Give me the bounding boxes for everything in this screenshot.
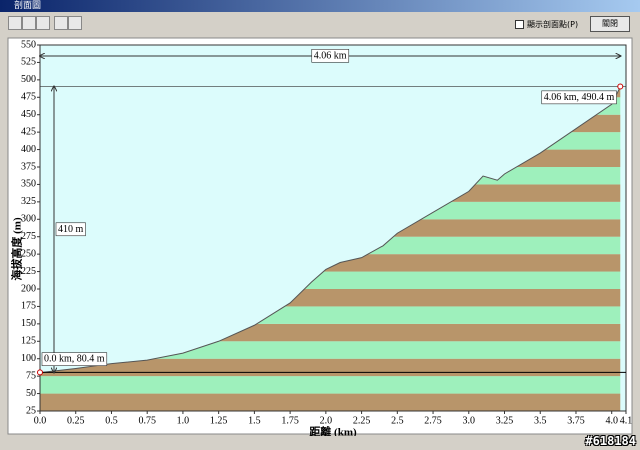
x-tick-label: 2.5 [391, 415, 404, 426]
tool-button[interactable] [36, 16, 50, 30]
y-tick-label: 325 [21, 196, 36, 207]
x-tick-label: 0.5 [105, 415, 118, 426]
x-tick-label: 2.0 [320, 415, 333, 426]
y-axis-label: 海拔高度 (m) [10, 217, 24, 281]
y-tick-label: 525 [21, 57, 36, 68]
y-tick-label: 450 [21, 109, 36, 120]
y-tick-label: 150 [21, 318, 36, 329]
y-tick-label: 250 [21, 248, 36, 259]
y-tick-label: 225 [21, 266, 36, 277]
x-tick-label: 1.25 [210, 415, 228, 426]
y-tick-label: 100 [21, 353, 36, 364]
elevation-band [40, 358, 621, 377]
title-bar: 剖面圖 [0, 0, 640, 12]
chart: 海拔高度 (m) 距離 (km) 25 50 75 100 125 150 175 200 22… [7, 37, 633, 436]
x-axis-label: 距離 (km) [309, 425, 357, 436]
y-tick-label: 400 [21, 144, 36, 155]
x-tick-label: 2.25 [353, 415, 371, 426]
distance-label: 4.06 km [314, 50, 347, 61]
x-tick-label: 3.25 [496, 415, 514, 426]
y-tick-label: 200 [21, 283, 36, 294]
y-tick-label: 75 [26, 370, 36, 381]
zoom-out-button[interactable] [68, 16, 82, 30]
tool-button[interactable] [8, 16, 22, 30]
y-tick-label: 50 [26, 388, 36, 399]
y-tick-label: 300 [21, 214, 36, 225]
elevation-band [40, 376, 621, 394]
tool-button[interactable] [22, 16, 36, 30]
marker-label-box [541, 90, 617, 105]
marker-label-box [41, 352, 108, 366]
checkbox-label: 顯示剖面點(P) [527, 20, 579, 29]
x-tick-label: 0.75 [138, 415, 156, 426]
y-tick-label: 425 [21, 126, 36, 137]
marker-point [617, 83, 624, 90]
x-tick-label: 3.0 [463, 415, 476, 426]
distance-label-box [311, 48, 350, 63]
close-button[interactable]: 關閉 [590, 16, 630, 32]
x-tick-label: 3.75 [567, 415, 585, 426]
y-tick-label: 550 [21, 39, 36, 50]
x-tick-label: 0.0 [34, 415, 47, 426]
y-tick-label: 500 [21, 74, 36, 85]
y-tick-label: 175 [21, 301, 36, 312]
marker-point [37, 369, 43, 376]
height-label: 410 m [58, 224, 84, 235]
x-tick-label: 1.5 [248, 415, 261, 426]
x-tick-label: 3.5 [534, 415, 547, 426]
profile-line [39, 86, 621, 374]
watermark: #618184 [585, 434, 636, 448]
zoom-in-button[interactable] [54, 16, 68, 30]
marker-label: 0.0 km, 80.4 m [44, 354, 105, 365]
height-label-box [55, 222, 86, 237]
y-tick-label: 275 [21, 231, 36, 242]
y-tick-label: 350 [21, 179, 36, 190]
y-tick-label: 475 [21, 92, 36, 103]
x-tick-label: 1.0 [177, 415, 190, 426]
checkbox[interactable]: 顯示剖面點(P) [515, 19, 578, 30]
plot-border [39, 44, 627, 412]
elevation-band [40, 393, 621, 411]
y-tick-label: 125 [21, 336, 36, 347]
marker-label: 4.06 km, 490.4 m [544, 92, 615, 103]
x-tick-label: 0.25 [67, 415, 85, 426]
y-tick-label: 25 [26, 405, 36, 416]
x-tick-label: 4.0 [605, 415, 618, 426]
x-tick-label: 4.1 [620, 415, 633, 426]
y-tick-label: 375 [21, 161, 36, 172]
x-tick-label: 1.75 [281, 415, 299, 426]
x-tick-label: 2.75 [424, 415, 442, 426]
